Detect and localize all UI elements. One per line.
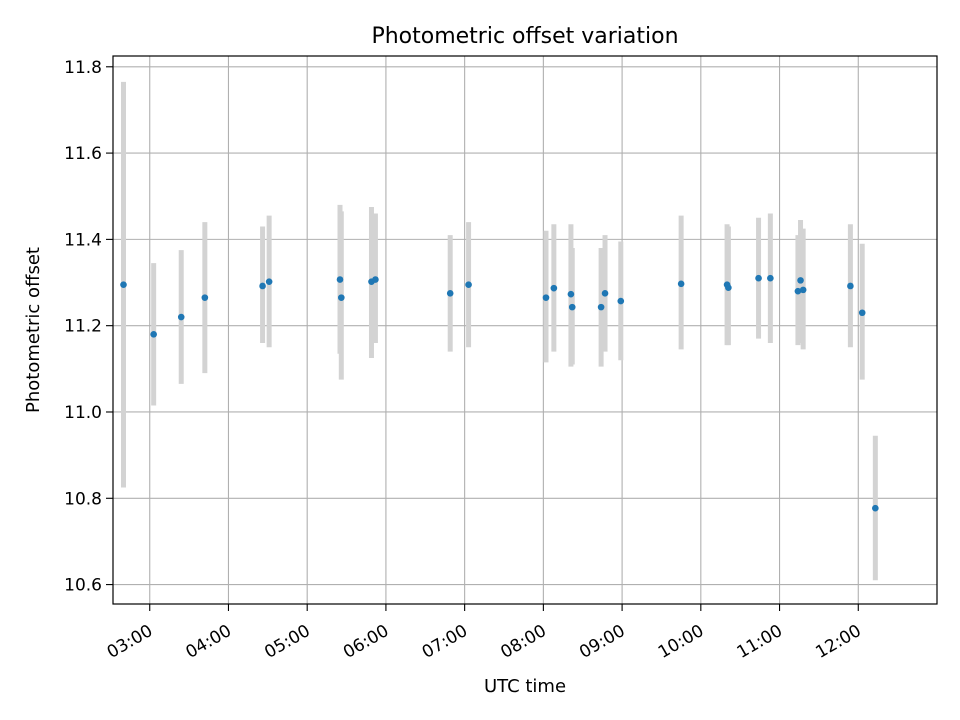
- y-axis-label: Photometric offset: [23, 247, 44, 413]
- data-point: [799, 286, 807, 294]
- data-point: [677, 280, 685, 288]
- data-point: [150, 331, 157, 338]
- y-axis-ticks: 10.6 10.8 11.0 11.2 11.4 11.6 11.8: [64, 58, 113, 596]
- data-point: [201, 294, 209, 301]
- y-tick-label: 11.2: [64, 317, 102, 337]
- y-tick-label: 11.4: [64, 230, 102, 250]
- data-point: [465, 281, 472, 288]
- data-point: [568, 303, 576, 311]
- data-point: [550, 284, 558, 292]
- data-point: [847, 282, 854, 290]
- data-point: [446, 290, 454, 297]
- y-tick-label: 11.8: [64, 58, 102, 78]
- data-point: [725, 284, 732, 292]
- chart-title: Photometric offset variation: [371, 24, 678, 49]
- data-point: [617, 297, 625, 305]
- y-tick-label: 10.6: [64, 576, 102, 596]
- data-point: [338, 294, 345, 301]
- data-point: [797, 277, 804, 284]
- data-point: [755, 274, 762, 282]
- data-point: [259, 282, 266, 290]
- data-point: [872, 504, 879, 512]
- data-point: [794, 287, 802, 295]
- data-point: [372, 276, 379, 283]
- y-tick-label: 11.6: [64, 144, 102, 164]
- data-point: [567, 290, 575, 298]
- data-point: [177, 313, 185, 321]
- data-point: [767, 274, 774, 282]
- data-point: [336, 276, 344, 283]
- y-tick-label: 11.0: [64, 403, 102, 423]
- x-axis-label: UTC time: [484, 676, 566, 697]
- data-point: [542, 294, 550, 301]
- data-point: [601, 290, 609, 297]
- data-point: [265, 278, 273, 285]
- plot-frame: [112, 55, 938, 605]
- data-point: [597, 303, 605, 311]
- data-points: [120, 274, 879, 512]
- data-point: [120, 281, 127, 288]
- y-tick-label: 10.8: [64, 489, 102, 509]
- data-point: [858, 309, 866, 317]
